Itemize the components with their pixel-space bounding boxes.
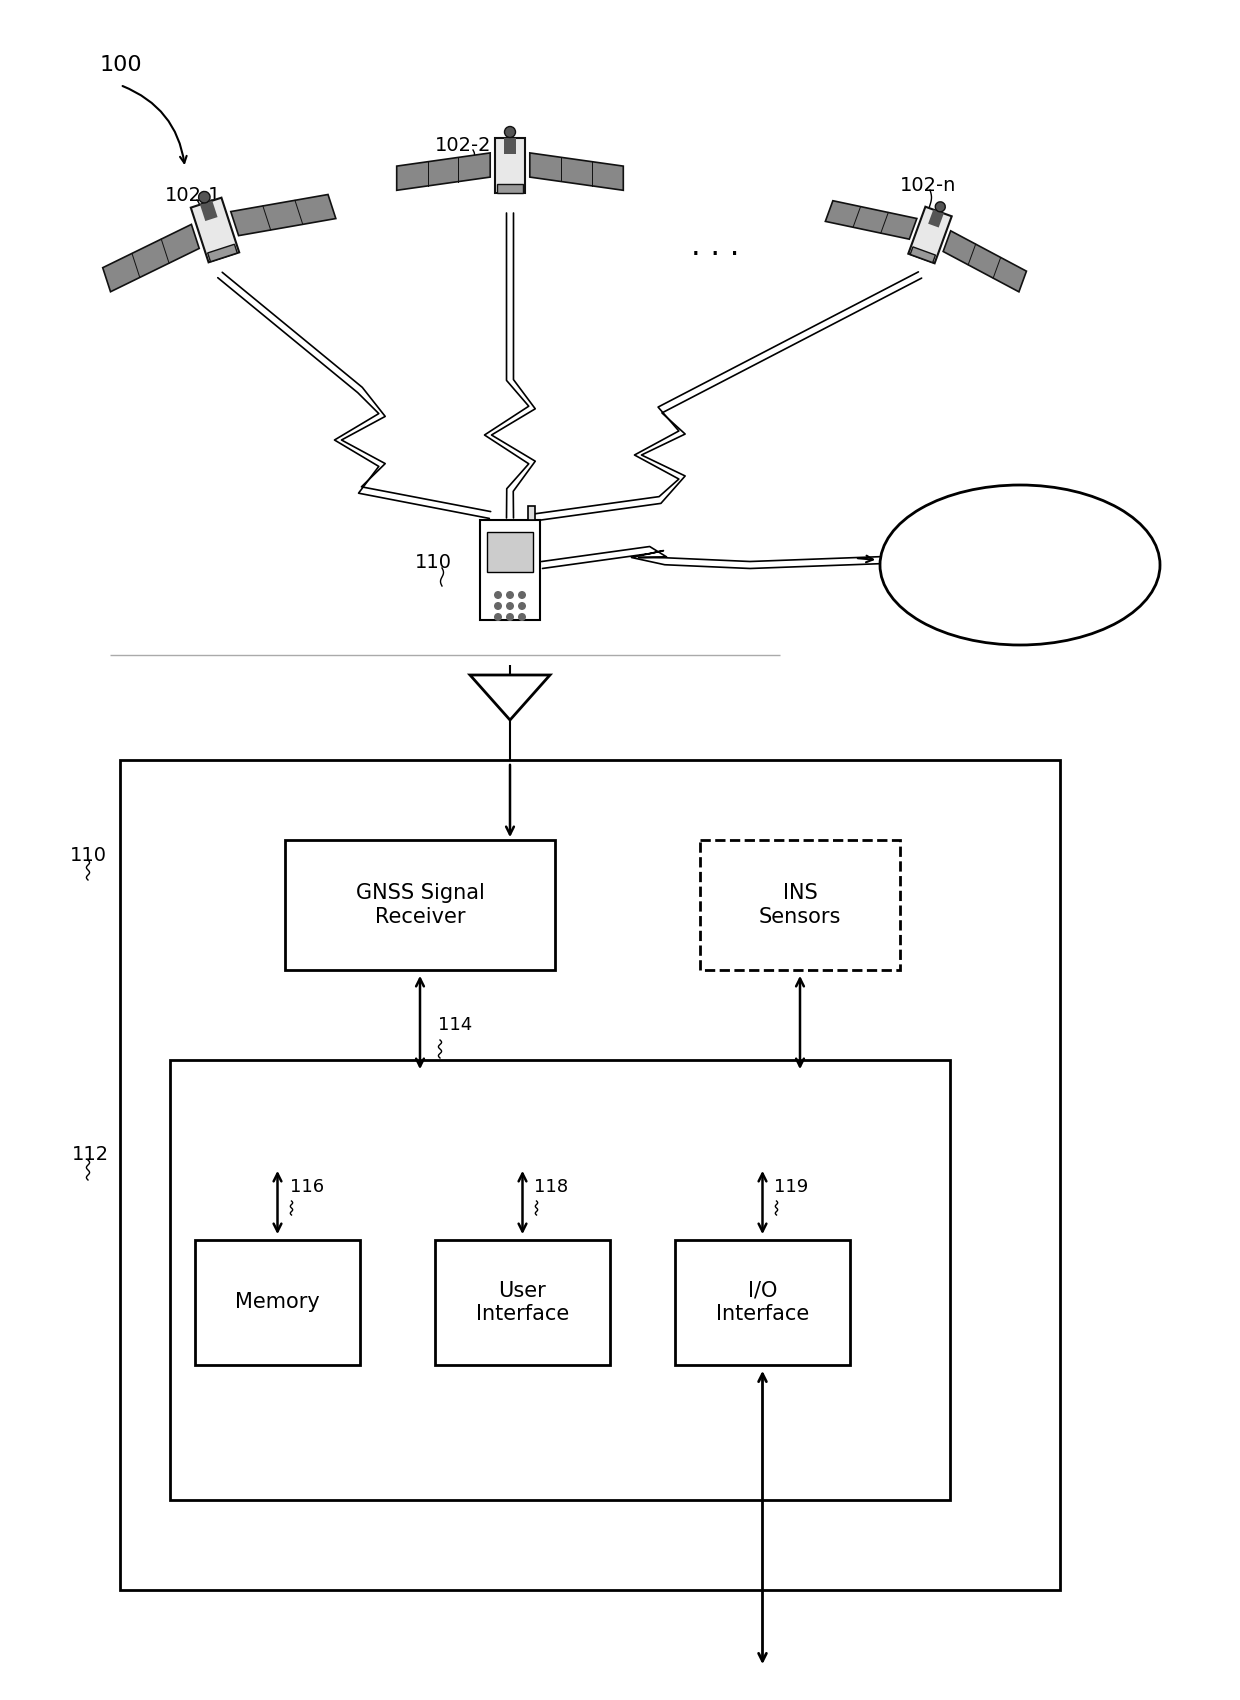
Bar <box>191 197 239 262</box>
Text: GNSS Signal
Receiver: GNSS Signal Receiver <box>356 884 485 926</box>
Text: 116: 116 <box>289 1178 324 1197</box>
Text: LAN / WAN /
PAN /
CELLULAR: LAN / WAN / PAN / CELLULAR <box>957 532 1083 598</box>
Text: 102-n: 102-n <box>900 175 956 194</box>
Bar <box>170 1061 950 1499</box>
Bar <box>496 184 523 192</box>
Bar <box>495 138 526 192</box>
Circle shape <box>505 126 516 138</box>
Text: INS
Sensors: INS Sensors <box>759 884 841 926</box>
Bar <box>503 138 516 155</box>
Text: User
Interface: User Interface <box>476 1280 569 1324</box>
Bar <box>701 840 900 971</box>
Bar <box>435 1239 610 1365</box>
Polygon shape <box>826 201 916 240</box>
Bar <box>120 760 1060 1590</box>
Polygon shape <box>470 675 551 721</box>
Circle shape <box>494 592 502 598</box>
Bar <box>929 209 944 228</box>
Bar <box>285 840 556 971</box>
Bar <box>200 201 217 221</box>
Text: 114: 114 <box>438 1017 472 1034</box>
Bar <box>480 520 539 620</box>
Bar <box>487 532 533 571</box>
Text: 118: 118 <box>534 1178 569 1197</box>
Text: Memory: Memory <box>236 1292 320 1312</box>
Text: 110: 110 <box>415 552 453 571</box>
Circle shape <box>506 614 515 620</box>
Bar <box>195 1239 360 1365</box>
Circle shape <box>494 602 502 610</box>
Polygon shape <box>397 153 490 190</box>
Circle shape <box>198 192 210 202</box>
Bar <box>910 246 935 262</box>
Text: 119: 119 <box>775 1178 808 1197</box>
Text: 100: 100 <box>100 54 143 75</box>
Circle shape <box>518 602 526 610</box>
Circle shape <box>494 614 502 620</box>
Circle shape <box>518 592 526 598</box>
Text: Processor(s): Processor(s) <box>492 1110 629 1131</box>
Text: 102-2: 102-2 <box>435 136 491 155</box>
Text: I/O
Interface: I/O Interface <box>715 1280 810 1324</box>
Circle shape <box>506 602 515 610</box>
Text: 110: 110 <box>69 845 107 865</box>
Polygon shape <box>944 231 1027 292</box>
Text: 102-1: 102-1 <box>165 185 222 204</box>
Bar <box>528 507 534 520</box>
Bar <box>207 245 237 262</box>
Bar <box>908 207 952 264</box>
Bar <box>675 1239 849 1365</box>
Polygon shape <box>529 153 624 190</box>
Circle shape <box>935 202 945 212</box>
Polygon shape <box>231 194 336 236</box>
Bar <box>185 1074 935 1165</box>
Text: · · ·: · · · <box>691 240 739 270</box>
Circle shape <box>518 614 526 620</box>
Polygon shape <box>103 224 200 292</box>
Circle shape <box>506 592 515 598</box>
Ellipse shape <box>880 484 1159 644</box>
Text: 112: 112 <box>72 1146 109 1165</box>
